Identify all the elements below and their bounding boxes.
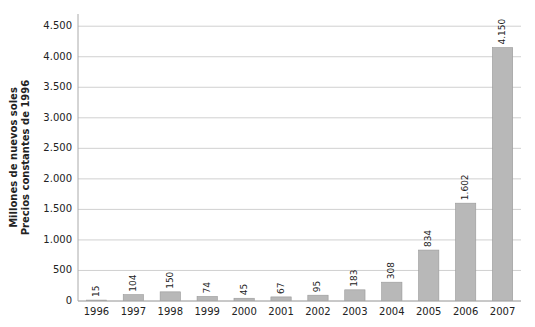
grid-line xyxy=(78,239,521,240)
data-label: 1.602 xyxy=(460,174,470,200)
y-tick-label: 2.000 xyxy=(43,173,72,184)
bar xyxy=(197,296,217,301)
y-tick-label: 4.500 xyxy=(43,20,72,31)
bar xyxy=(492,48,512,301)
x-tick-label: 2006 xyxy=(453,306,478,317)
data-label: 45 xyxy=(239,284,249,295)
x-tick-label: 2002 xyxy=(305,306,330,317)
y-tick-label: 4.000 xyxy=(43,51,72,62)
data-label: 95 xyxy=(312,281,322,292)
data-label: 67 xyxy=(276,282,286,293)
x-tick-label: 2007 xyxy=(490,306,515,317)
data-label: 150 xyxy=(165,271,175,288)
data-label: 834 xyxy=(423,230,433,247)
x-tick-label: 2003 xyxy=(342,306,367,317)
chart-container: 0 500 1.000 1.500 2.000 2.500 3.000 3.500 4.000 4… xyxy=(0,0,535,327)
y-tick-label: 1.500 xyxy=(43,203,72,214)
bar xyxy=(308,295,328,301)
x-tick-label: 1997 xyxy=(121,306,146,317)
x-axis: 1996 1997 1998 1999 2000 2001 2002 2003 2004 2005… xyxy=(84,306,516,317)
bar xyxy=(123,295,143,301)
grid-line xyxy=(78,209,521,210)
bar xyxy=(382,282,402,301)
x-tick-label: 2001 xyxy=(268,306,293,317)
bar xyxy=(419,250,439,301)
grid-line xyxy=(78,270,521,271)
x-axis-line xyxy=(78,301,521,302)
x-tick-label: 1999 xyxy=(194,306,219,317)
bar xyxy=(160,292,180,301)
x-tick-label: 2000 xyxy=(231,306,256,317)
y-label-line: Precios constantes de 1996 xyxy=(20,80,31,236)
y-tick-label: 3.500 xyxy=(43,81,72,92)
grid-line xyxy=(78,148,521,149)
y-tick-label: 2.500 xyxy=(43,142,72,153)
grid-line xyxy=(78,87,521,88)
y-tick-label: 500 xyxy=(53,264,72,275)
y-tick-label: 1.000 xyxy=(43,234,72,245)
x-tick-label: 1998 xyxy=(158,306,183,317)
y-label: Millones de nuevos solesPrecios constant… xyxy=(8,80,31,236)
y-axis-line xyxy=(78,14,79,301)
grid xyxy=(78,26,521,301)
grid-line xyxy=(78,178,521,179)
data-label: 74 xyxy=(202,282,212,294)
y-tick-label: 0 xyxy=(66,295,72,306)
grid-line xyxy=(78,117,521,118)
y-tick-label: 3.000 xyxy=(43,112,72,123)
data-label: 4.150 xyxy=(497,19,507,45)
grid-line xyxy=(78,56,521,57)
bar xyxy=(345,290,365,301)
x-tick-label: 2005 xyxy=(416,306,441,317)
bars xyxy=(86,48,512,301)
data-label: 104 xyxy=(128,274,138,291)
x-tick-label: 1996 xyxy=(84,306,109,317)
bar xyxy=(455,203,475,301)
grid-line xyxy=(78,26,521,27)
chart: 0 500 1.000 1.500 2.000 2.500 3.000 3.500 4.000 4… xyxy=(0,0,535,327)
data-label: 183 xyxy=(349,270,359,287)
grid-line xyxy=(78,301,521,302)
y-label-line: Millones de nuevos soles xyxy=(8,87,19,228)
bar xyxy=(271,297,291,301)
x-tick-label: 2004 xyxy=(379,306,404,317)
data-label: 308 xyxy=(386,262,396,279)
y-axis: 0 500 1.000 1.500 2.000 2.500 3.000 3.500 4.000 4… xyxy=(43,20,72,306)
data-label: 15 xyxy=(91,286,101,297)
data-labels: 15 104 150 74 45 67 95 183 308 834 1.602 4.150 xyxy=(91,19,507,298)
